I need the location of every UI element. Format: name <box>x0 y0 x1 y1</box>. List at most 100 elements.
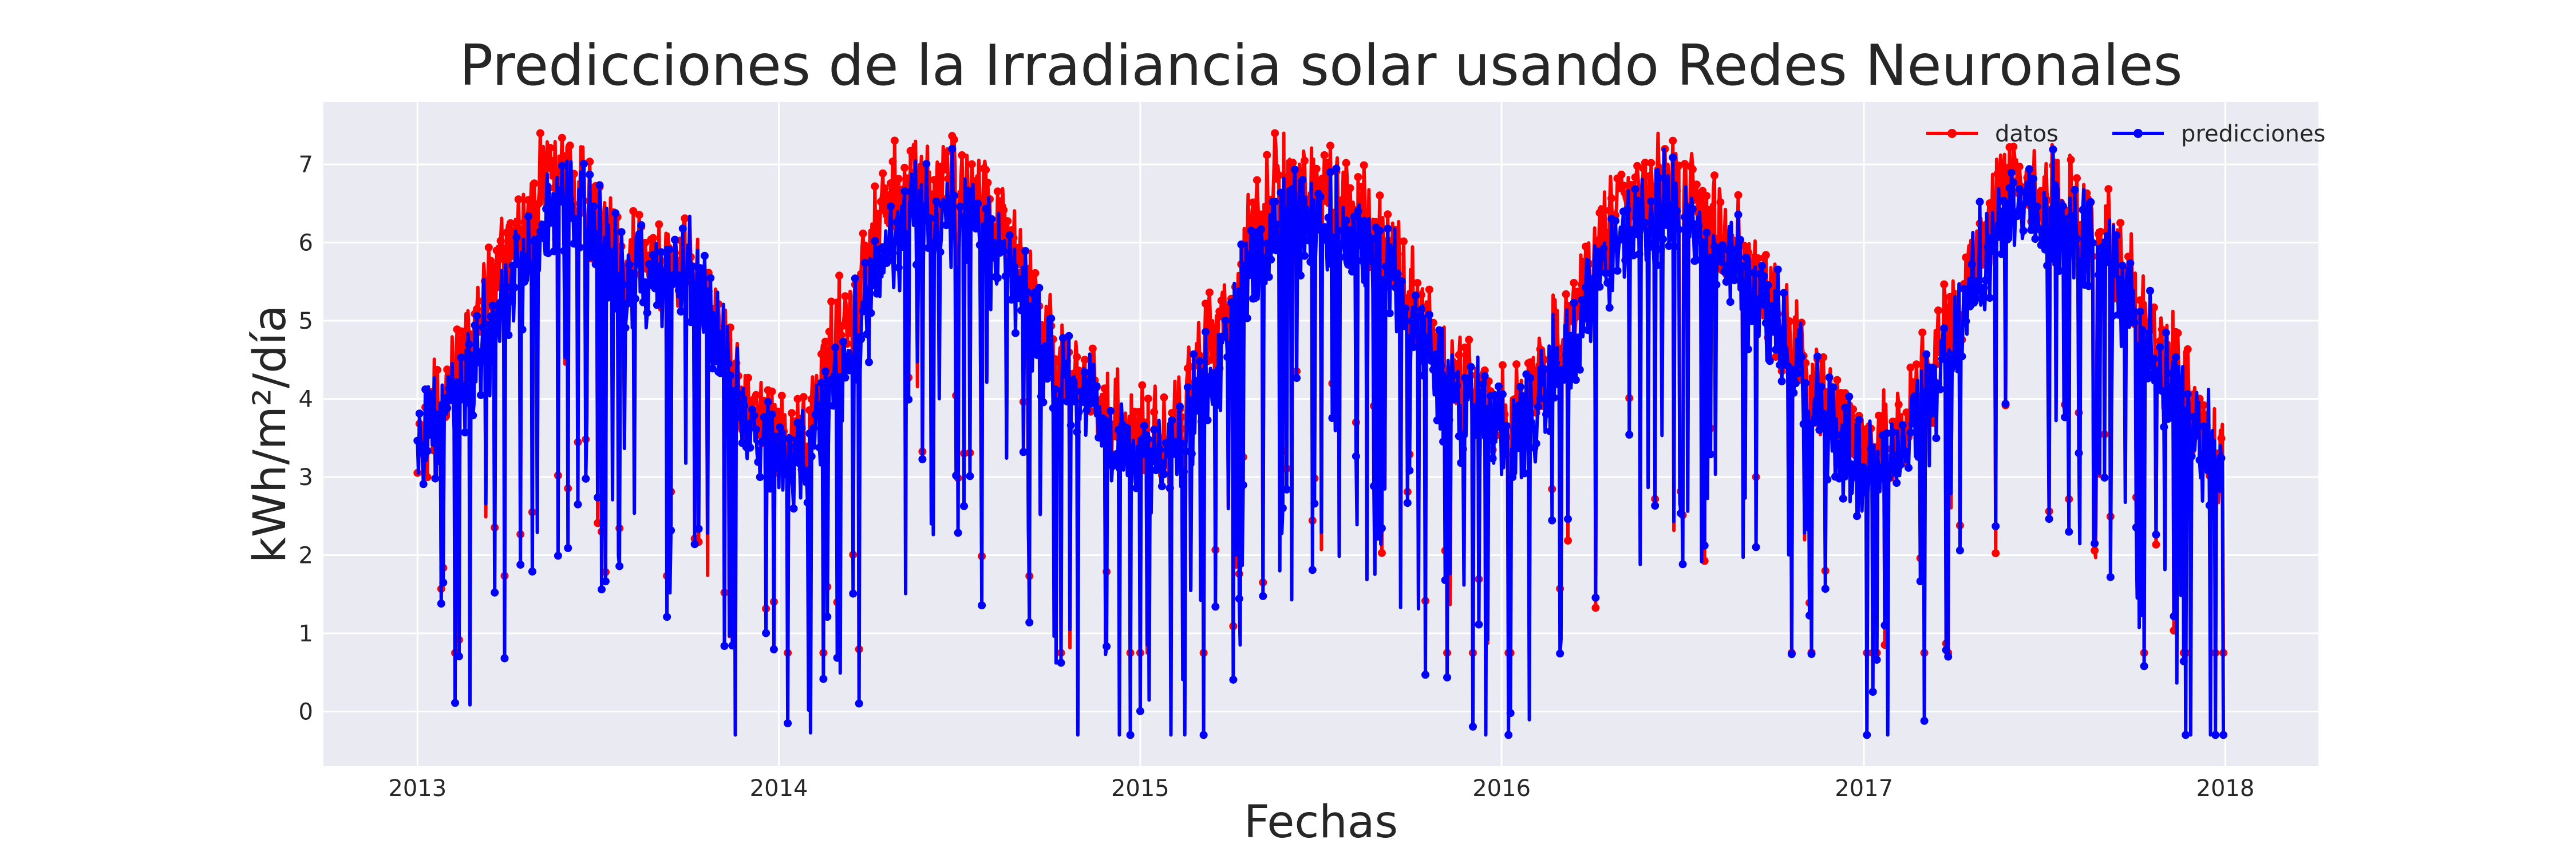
point-predicciones <box>560 247 568 255</box>
point-predicciones <box>1754 295 1763 304</box>
point-predicciones <box>1940 324 1949 333</box>
legend-label-datos: datos <box>1995 121 2059 147</box>
point-predicciones <box>1282 485 1291 494</box>
x-tick-2018: 2018 <box>2196 775 2255 802</box>
point-predicciones <box>1275 241 1283 249</box>
point-predicciones <box>841 373 850 382</box>
point-predicciones <box>1033 351 1041 359</box>
point-predicciones <box>1784 362 1792 370</box>
point-predicciones <box>2201 425 2210 434</box>
point-predicciones <box>851 274 859 283</box>
point-predicciones <box>595 181 604 190</box>
y-tick-3: 3 <box>299 464 313 491</box>
point-predicciones <box>1488 454 1497 463</box>
point-predicciones <box>1439 438 1448 446</box>
point-predicciones <box>459 387 467 395</box>
point-datos <box>861 243 870 251</box>
point-predicciones <box>746 443 754 452</box>
point-predicciones <box>872 289 881 298</box>
point-predicciones <box>419 480 428 488</box>
point-predicciones <box>1510 425 1519 434</box>
point-predicciones <box>1443 673 1451 681</box>
point-predicciones <box>1055 400 1063 408</box>
y-tick-6: 6 <box>299 230 313 257</box>
point-predicciones <box>1876 463 1885 472</box>
point-predicciones <box>1880 621 1889 629</box>
point-predicciones <box>758 438 767 446</box>
point-predicciones <box>1257 225 1265 234</box>
point-predicciones <box>655 262 663 271</box>
point-predicciones <box>1233 367 1242 375</box>
point-predicciones <box>1761 319 1770 328</box>
point-predicciones <box>2175 397 2184 406</box>
point-predicciones <box>1655 174 1664 183</box>
point-predicciones <box>1659 235 1668 243</box>
point-predicciones <box>685 270 693 279</box>
point-predicciones <box>1508 473 1517 482</box>
point-predicciones <box>645 260 653 269</box>
x-tick-2016: 2016 <box>1472 775 1531 802</box>
point-predicciones <box>609 253 618 262</box>
point-predicciones <box>1237 240 1246 249</box>
point-predicciones <box>865 358 873 367</box>
point-predicciones <box>1476 388 1485 397</box>
point-predicciones <box>1495 382 1503 391</box>
point-predicciones <box>1385 309 1394 318</box>
point-datos <box>1312 164 1321 173</box>
point-datos <box>835 271 844 280</box>
point-predicciones <box>978 601 986 610</box>
point-predicciones <box>503 283 511 291</box>
point-predicciones <box>1194 406 1202 415</box>
point-predicciones <box>2039 237 2048 245</box>
point-predicciones <box>710 336 719 344</box>
point-predicciones <box>2084 282 2093 290</box>
point-predicciones <box>1863 731 1871 739</box>
point-predicciones <box>1156 446 1164 454</box>
point-predicciones <box>538 220 547 229</box>
point-datos <box>1772 353 1780 361</box>
point-datos <box>681 214 689 223</box>
point-datos <box>890 136 899 145</box>
point-predicciones <box>522 253 531 261</box>
point-predicciones <box>887 202 895 211</box>
point-predicciones <box>807 452 816 460</box>
point-predicciones <box>1791 379 1800 388</box>
point-predicciones <box>1897 460 1905 469</box>
point-predicciones <box>1587 309 1596 318</box>
point-datos <box>1031 269 1040 277</box>
point-predicciones <box>1536 394 1544 403</box>
point-predicciones <box>792 442 800 451</box>
point-predicciones <box>1920 716 1929 725</box>
point-datos <box>1209 326 1218 334</box>
point-predicciones <box>926 214 935 223</box>
point-predicciones <box>2120 323 2128 332</box>
point-predicciones <box>1623 206 1631 214</box>
point-predicciones <box>639 298 647 306</box>
point-predicciones <box>495 313 503 321</box>
point-datos <box>887 179 895 187</box>
point-datos <box>1186 362 1194 371</box>
point-predicciones <box>2150 354 2158 363</box>
point-predicciones <box>971 224 980 233</box>
point-predicciones <box>1078 397 1087 406</box>
point-datos <box>1631 173 1639 182</box>
point-predicciones <box>1453 381 1461 390</box>
point-predicciones <box>1893 479 1901 487</box>
point-datos <box>799 393 808 401</box>
point-predicciones <box>2092 416 2101 424</box>
point-predicciones <box>2047 254 2055 263</box>
point-predicciones <box>1635 250 1643 258</box>
point-predicciones <box>1902 450 1911 459</box>
point-predicciones <box>2146 286 2154 295</box>
point-datos <box>1704 206 1713 214</box>
point-predicciones <box>716 369 725 377</box>
point-predicciones <box>1578 295 1586 304</box>
point-predicciones <box>552 235 560 243</box>
point-predicciones <box>1799 420 1808 428</box>
point-predicciones <box>700 251 709 260</box>
point-predicciones <box>480 330 489 339</box>
point-predicciones <box>433 410 441 419</box>
point-predicciones <box>948 144 957 153</box>
point-datos <box>1607 194 1616 203</box>
point-datos <box>1413 279 1422 287</box>
